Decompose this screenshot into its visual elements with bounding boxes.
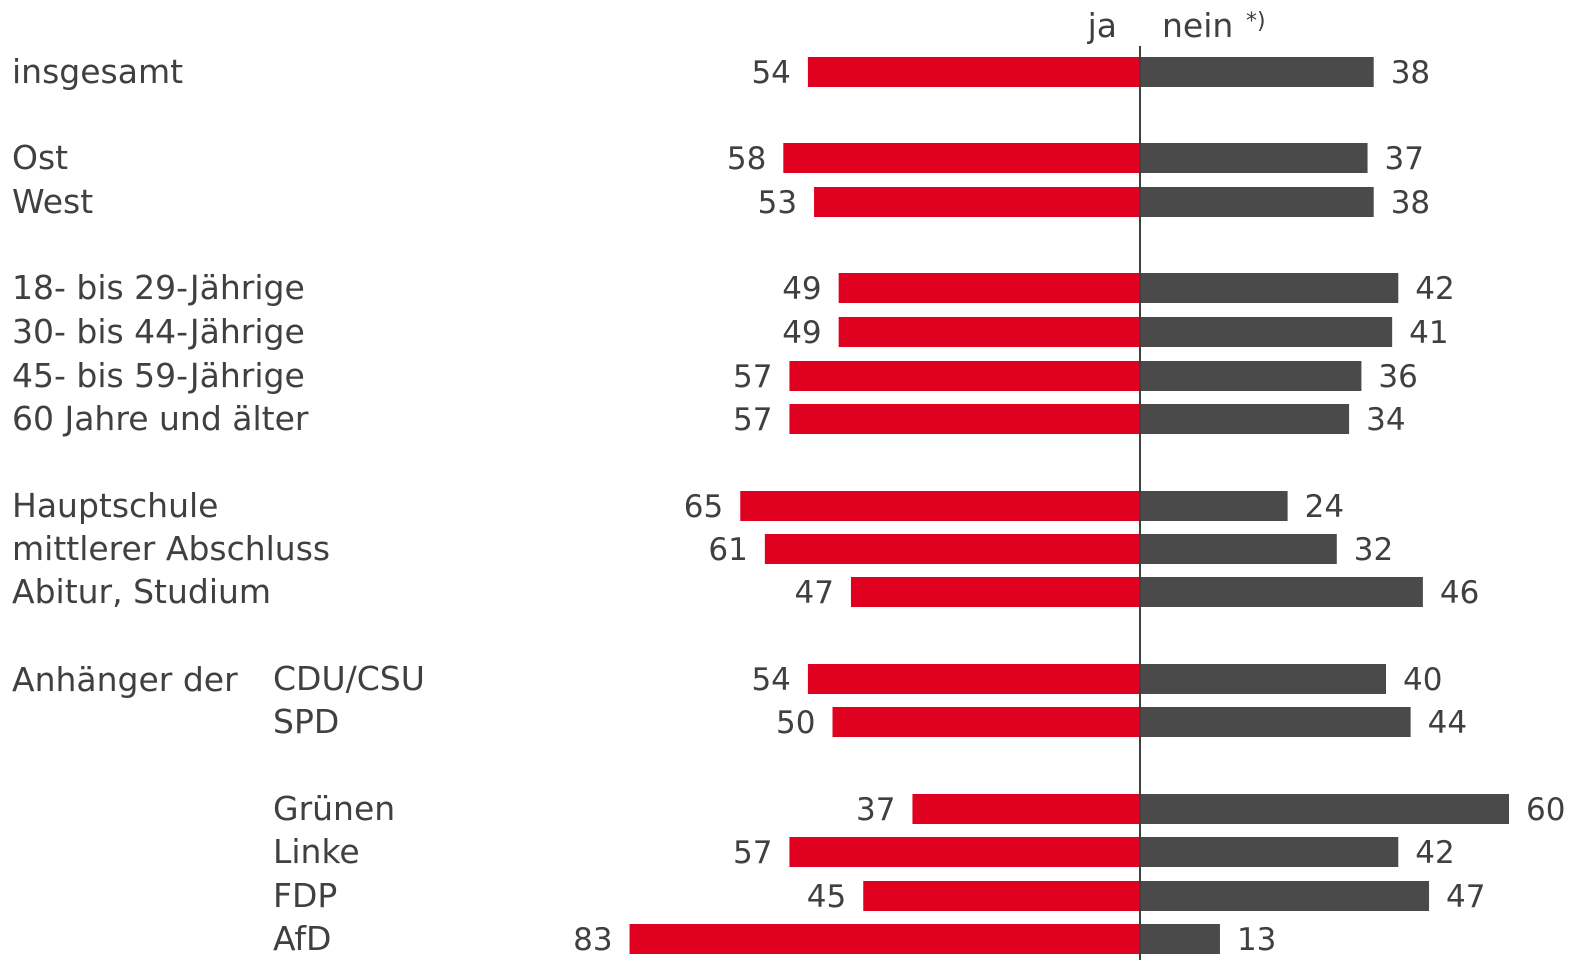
value-ja-grünen: 37 — [856, 792, 895, 828]
bar-ja-ost — [783, 143, 1140, 173]
bar-nein-grünen — [1140, 794, 1509, 824]
group-prefix-label: Anhänger der — [12, 660, 238, 699]
value-ja-cdu-csu: 54 — [751, 662, 790, 698]
value-ja-ost: 58 — [727, 141, 766, 177]
value-labels: 54 38 58 37 53 38 49 42 49 41 57 36 57 34 65 24 61 32 47 46… — [573, 55, 1565, 958]
bars — [629, 57, 1509, 954]
value-nein-fdp: 47 — [1446, 879, 1485, 915]
bar-ja-insgesamt — [807, 57, 1140, 87]
value-nein-insgesamt: 38 — [1391, 55, 1430, 91]
value-ja-18-bis-29-jährige: 49 — [782, 271, 821, 307]
bar-nein-30-bis-44-jährige — [1140, 317, 1393, 347]
value-nein-ost: 37 — [1385, 141, 1424, 177]
category-label-west: West — [12, 182, 93, 221]
category-label-mittlerer-abschluss: mittlerer Abschluss — [12, 529, 330, 568]
bar-ja-hauptschule — [740, 491, 1140, 521]
bar-nein-45-bis-59-jährige — [1140, 361, 1362, 391]
bar-ja-afd — [629, 924, 1140, 954]
value-nein-60-jahre-und-älter: 34 — [1366, 402, 1405, 438]
bar-nein-60-jahre-und-älter — [1140, 404, 1350, 434]
value-ja-fdp: 45 — [807, 879, 846, 915]
bar-nein-west — [1140, 187, 1374, 217]
value-nein-abitur-studium: 46 — [1440, 575, 1479, 611]
category-label-linke: Linke — [273, 832, 360, 871]
bar-ja-fdp — [863, 881, 1140, 911]
value-ja-spd: 50 — [776, 705, 815, 741]
header-nein: nein — [1162, 6, 1233, 45]
category-label-60-jahre-und-älter: 60 Jahre und älter — [12, 399, 309, 438]
value-nein-18-bis-29-jährige: 42 — [1415, 271, 1454, 307]
bar-ja-spd — [832, 707, 1140, 737]
value-nein-spd: 44 — [1428, 705, 1467, 741]
value-nein-hauptschule: 24 — [1305, 489, 1344, 525]
category-label-grünen: Grünen — [273, 789, 395, 828]
value-ja-45-bis-59-jährige: 57 — [733, 359, 772, 395]
category-label-cdu-csu: CDU/CSU — [273, 659, 425, 698]
category-label-afd: AfD — [273, 919, 331, 958]
value-ja-60-jahre-und-älter: 57 — [733, 402, 772, 438]
value-nein-west: 38 — [1391, 185, 1430, 221]
bar-ja-mittlerer-abschluss — [764, 534, 1140, 564]
bar-nein-insgesamt — [1140, 57, 1374, 87]
value-nein-linke: 42 — [1415, 835, 1454, 871]
bar-ja-cdu-csu — [807, 664, 1140, 694]
value-ja-hauptschule: 65 — [684, 489, 723, 525]
value-ja-west: 53 — [758, 185, 797, 221]
bar-nein-18-bis-29-jährige — [1140, 273, 1399, 303]
bar-ja-linke — [789, 837, 1140, 867]
category-label-fdp: FDP — [273, 876, 337, 915]
category-label-spd: SPD — [273, 702, 339, 741]
category-label-hauptschule: Hauptschule — [12, 486, 218, 525]
bar-nein-cdu-csu — [1140, 664, 1386, 694]
value-nein-cdu-csu: 40 — [1403, 662, 1442, 698]
value-ja-linke: 57 — [733, 835, 772, 871]
value-ja-afd: 83 — [573, 922, 612, 958]
bar-ja-45-bis-59-jährige — [789, 361, 1140, 391]
value-ja-30-bis-44-jährige: 49 — [782, 315, 821, 351]
category-label-45-bis-59-jährige: 45- bis 59-Jährige — [12, 356, 305, 395]
bar-nein-mittlerer-abschluss — [1140, 534, 1337, 564]
bar-ja-grünen — [912, 794, 1140, 824]
bar-ja-60-jahre-und-älter — [789, 404, 1140, 434]
bar-nein-spd — [1140, 707, 1411, 737]
category-label-18-bis-29-jährige: 18- bis 29-Jährige — [12, 268, 305, 307]
bar-nein-linke — [1140, 837, 1399, 867]
value-nein-afd: 13 — [1237, 922, 1276, 958]
bar-nein-hauptschule — [1140, 491, 1288, 521]
category-label-30-bis-44-jährige: 30- bis 44-Jährige — [12, 312, 305, 351]
bar-ja-west — [814, 187, 1140, 217]
value-ja-abitur-studium: 47 — [794, 575, 833, 611]
header-footnote-mark: *) — [1246, 9, 1266, 34]
value-nein-grünen: 60 — [1526, 792, 1565, 828]
category-label-abitur-studium: Abitur, Studium — [12, 572, 271, 611]
bar-ja-30-bis-44-jährige — [838, 317, 1140, 347]
value-ja-insgesamt: 54 — [751, 55, 790, 91]
bar-nein-fdp — [1140, 881, 1430, 911]
category-labels: insgesamt Ost West 18- bis 29-Jährige 30- bi… — [12, 52, 425, 958]
bar-nein-ost — [1140, 143, 1368, 173]
value-ja-mittlerer-abschluss: 61 — [708, 532, 747, 568]
bar-nein-afd — [1140, 924, 1220, 954]
bar-nein-abitur-studium — [1140, 577, 1423, 607]
chart-headers: ja nein *) — [1087, 6, 1266, 45]
bar-ja-18-bis-29-jährige — [838, 273, 1140, 303]
value-nein-30-bis-44-jährige: 41 — [1409, 315, 1448, 351]
value-nein-45-bis-59-jährige: 36 — [1378, 359, 1417, 395]
value-nein-mittlerer-abschluss: 32 — [1354, 532, 1393, 568]
category-label-ost: Ost — [12, 138, 68, 177]
header-ja: ja — [1087, 6, 1117, 45]
category-label-insgesamt: insgesamt — [12, 52, 183, 91]
bar-ja-abitur-studium — [850, 577, 1140, 607]
